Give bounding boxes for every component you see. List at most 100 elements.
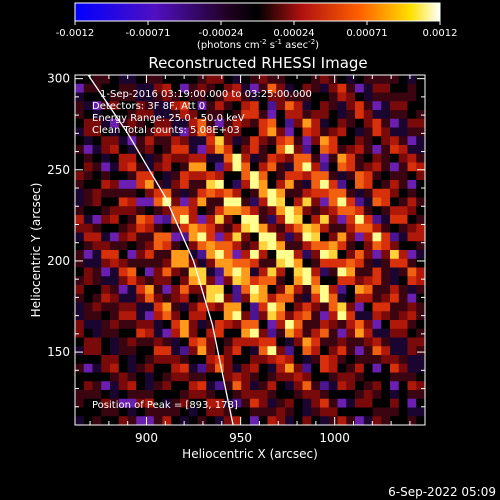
heatmap-cell <box>363 153 373 163</box>
heatmap-cell <box>241 337 251 347</box>
heatmap-cell <box>346 118 356 128</box>
heatmap-cell <box>75 267 85 277</box>
heatmap-cell <box>145 416 155 425</box>
heatmap-cell <box>162 276 172 286</box>
heatmap-cell <box>267 381 277 391</box>
heatmap-cell <box>302 258 312 268</box>
heatmap-cell <box>136 162 146 172</box>
heatmap-cell <box>320 110 330 120</box>
heatmap-cell <box>232 127 242 137</box>
heatmap-cell <box>267 355 277 365</box>
heatmap-cell <box>276 346 286 356</box>
heatmap-cell <box>127 101 137 111</box>
heatmap-cell <box>171 180 181 190</box>
heatmap-cell <box>320 136 330 146</box>
heatmap-cell <box>188 363 198 373</box>
heatmap-cell <box>110 206 120 216</box>
heatmap-cell <box>381 136 391 146</box>
heatmap-cell <box>285 215 295 225</box>
heatmap-cell <box>92 250 102 260</box>
heatmap-cell <box>153 302 163 312</box>
heatmap-cell <box>416 285 425 295</box>
heatmap-cell <box>390 302 400 312</box>
heatmap-cell <box>206 311 216 321</box>
heatmap-cell <box>223 250 233 260</box>
heatmap-cell <box>92 75 102 85</box>
heatmap-cell <box>223 153 233 163</box>
heatmap-cell <box>206 118 216 128</box>
heatmap-cell <box>293 311 303 321</box>
heatmap-cell <box>372 363 382 373</box>
heatmap-cell <box>206 75 216 85</box>
heatmap-cell <box>381 110 391 120</box>
heatmap-cell <box>285 346 295 356</box>
heatmap-cell <box>381 276 391 286</box>
heatmap-cell <box>372 381 382 391</box>
heatmap-cell <box>241 320 251 330</box>
heatmap-cell <box>136 293 146 303</box>
heatmap-cell <box>188 285 198 295</box>
heatmap-cell <box>381 337 391 347</box>
heatmap-cell <box>206 223 216 233</box>
heatmap-cell <box>250 75 260 85</box>
heatmap-cell <box>232 311 242 321</box>
heatmap-cell <box>328 320 338 330</box>
heatmap-cell <box>180 241 190 251</box>
heatmap-cell <box>162 180 172 190</box>
heatmap-cell <box>118 180 128 190</box>
heatmap-cell <box>267 127 277 137</box>
heatmap-cell <box>241 92 251 102</box>
heatmap-cell <box>153 381 163 391</box>
heatmap-cell <box>320 381 330 391</box>
heatmap-cell <box>276 215 286 225</box>
heatmap-cell <box>337 363 347 373</box>
heatmap-cell <box>311 118 321 128</box>
heatmap-cell <box>75 293 85 303</box>
heatmap-cell <box>346 250 356 260</box>
heatmap-cell <box>328 215 338 225</box>
heatmap-cell <box>92 390 102 400</box>
heatmap-cell <box>171 328 181 338</box>
heatmap-cell <box>92 153 102 163</box>
peak-position-label: Position of Peak = [893, 178] <box>92 400 238 411</box>
heatmap-cell <box>320 232 330 242</box>
heatmap-cell <box>197 328 207 338</box>
heatmap-cell <box>390 267 400 277</box>
heatmap-cell <box>416 311 425 321</box>
heatmap-cell <box>258 215 268 225</box>
heatmap-cell <box>127 110 137 120</box>
heatmap-cell <box>118 258 128 268</box>
heatmap-cell <box>250 83 260 93</box>
heatmap-cell <box>206 250 216 260</box>
heatmap-cell <box>171 363 181 373</box>
heatmap-cell <box>276 241 286 251</box>
heatmap-cell <box>302 118 312 128</box>
heatmap-cell <box>127 267 137 277</box>
heatmap-cell <box>320 346 330 356</box>
heatmap-cell <box>153 136 163 146</box>
heatmap-cell <box>276 197 286 207</box>
heatmap-cell <box>101 285 111 295</box>
heatmap-cell <box>355 92 365 102</box>
heatmap-cell <box>188 328 198 338</box>
heatmap-cell <box>337 206 347 216</box>
heatmap-cell <box>153 162 163 172</box>
heatmap-cell <box>110 311 120 321</box>
heatmap-cell <box>153 398 163 408</box>
heatmap-cell <box>250 232 260 242</box>
heatmap-cell <box>346 241 356 251</box>
heatmap-cell <box>320 320 330 330</box>
heatmap-cell <box>110 162 120 172</box>
heatmap-cell <box>346 110 356 120</box>
heatmap-cell <box>83 285 93 295</box>
heatmap-cell <box>372 241 382 251</box>
heatmap-cell <box>390 101 400 111</box>
heatmap-cell <box>188 136 198 146</box>
heatmap-cell <box>162 267 172 277</box>
heatmap-cell <box>162 398 172 408</box>
heatmap-cell <box>75 258 85 268</box>
heatmap-cell <box>398 355 408 365</box>
heatmap-cell <box>267 390 277 400</box>
heatmap-cell <box>101 337 111 347</box>
heatmap-cell <box>346 363 356 373</box>
